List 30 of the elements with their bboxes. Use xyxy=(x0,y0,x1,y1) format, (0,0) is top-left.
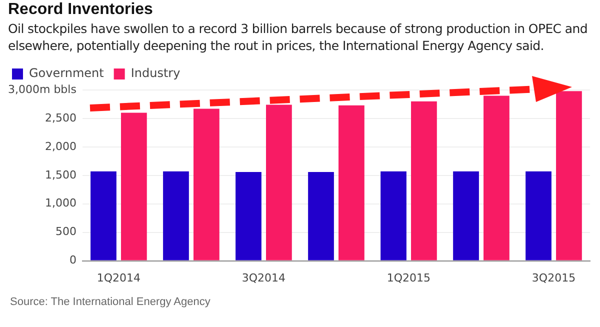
bar xyxy=(120,112,147,260)
bar xyxy=(556,91,582,260)
bar xyxy=(411,101,437,260)
y-tick-label: 0 xyxy=(69,254,76,267)
y-tick-label: 2,500 xyxy=(44,111,76,124)
bar xyxy=(266,104,292,260)
legend-label: Industry xyxy=(130,66,180,80)
bar xyxy=(380,171,406,260)
bar xyxy=(338,105,364,260)
x-tick-label: 3Q2015 xyxy=(532,271,576,284)
chart-subtitle: Oil stockpiles have swollen to a record 3 billion barrels because of strong production in OPEC and elsewhere, potentially deepening the rout in prices, the International Energy Agency said. xyxy=(8,20,589,54)
y-tick-label: 1,000 xyxy=(44,196,76,210)
source-note: Source: The International Energy Agency xyxy=(10,296,210,308)
bar xyxy=(308,172,334,260)
bar xyxy=(163,171,189,260)
y-tick-label: 2,000 xyxy=(44,140,76,153)
x-tick-label: 3Q2014 xyxy=(242,271,286,284)
y-tick-label: 1,500 xyxy=(44,168,76,182)
bar xyxy=(90,171,116,260)
x-tick-label: 1Q2015 xyxy=(386,271,431,284)
y-tick-label: 500 xyxy=(55,225,76,238)
bar xyxy=(526,171,552,260)
bar xyxy=(453,171,479,260)
bar xyxy=(236,172,262,260)
x-tick-label: 1Q2014 xyxy=(96,271,141,284)
legend-label: Government xyxy=(29,66,104,80)
bar xyxy=(194,108,220,260)
chart-title: Record Inventories xyxy=(8,1,153,19)
bar xyxy=(484,96,510,260)
y-tick-label: 3,000m bbls xyxy=(8,82,77,96)
